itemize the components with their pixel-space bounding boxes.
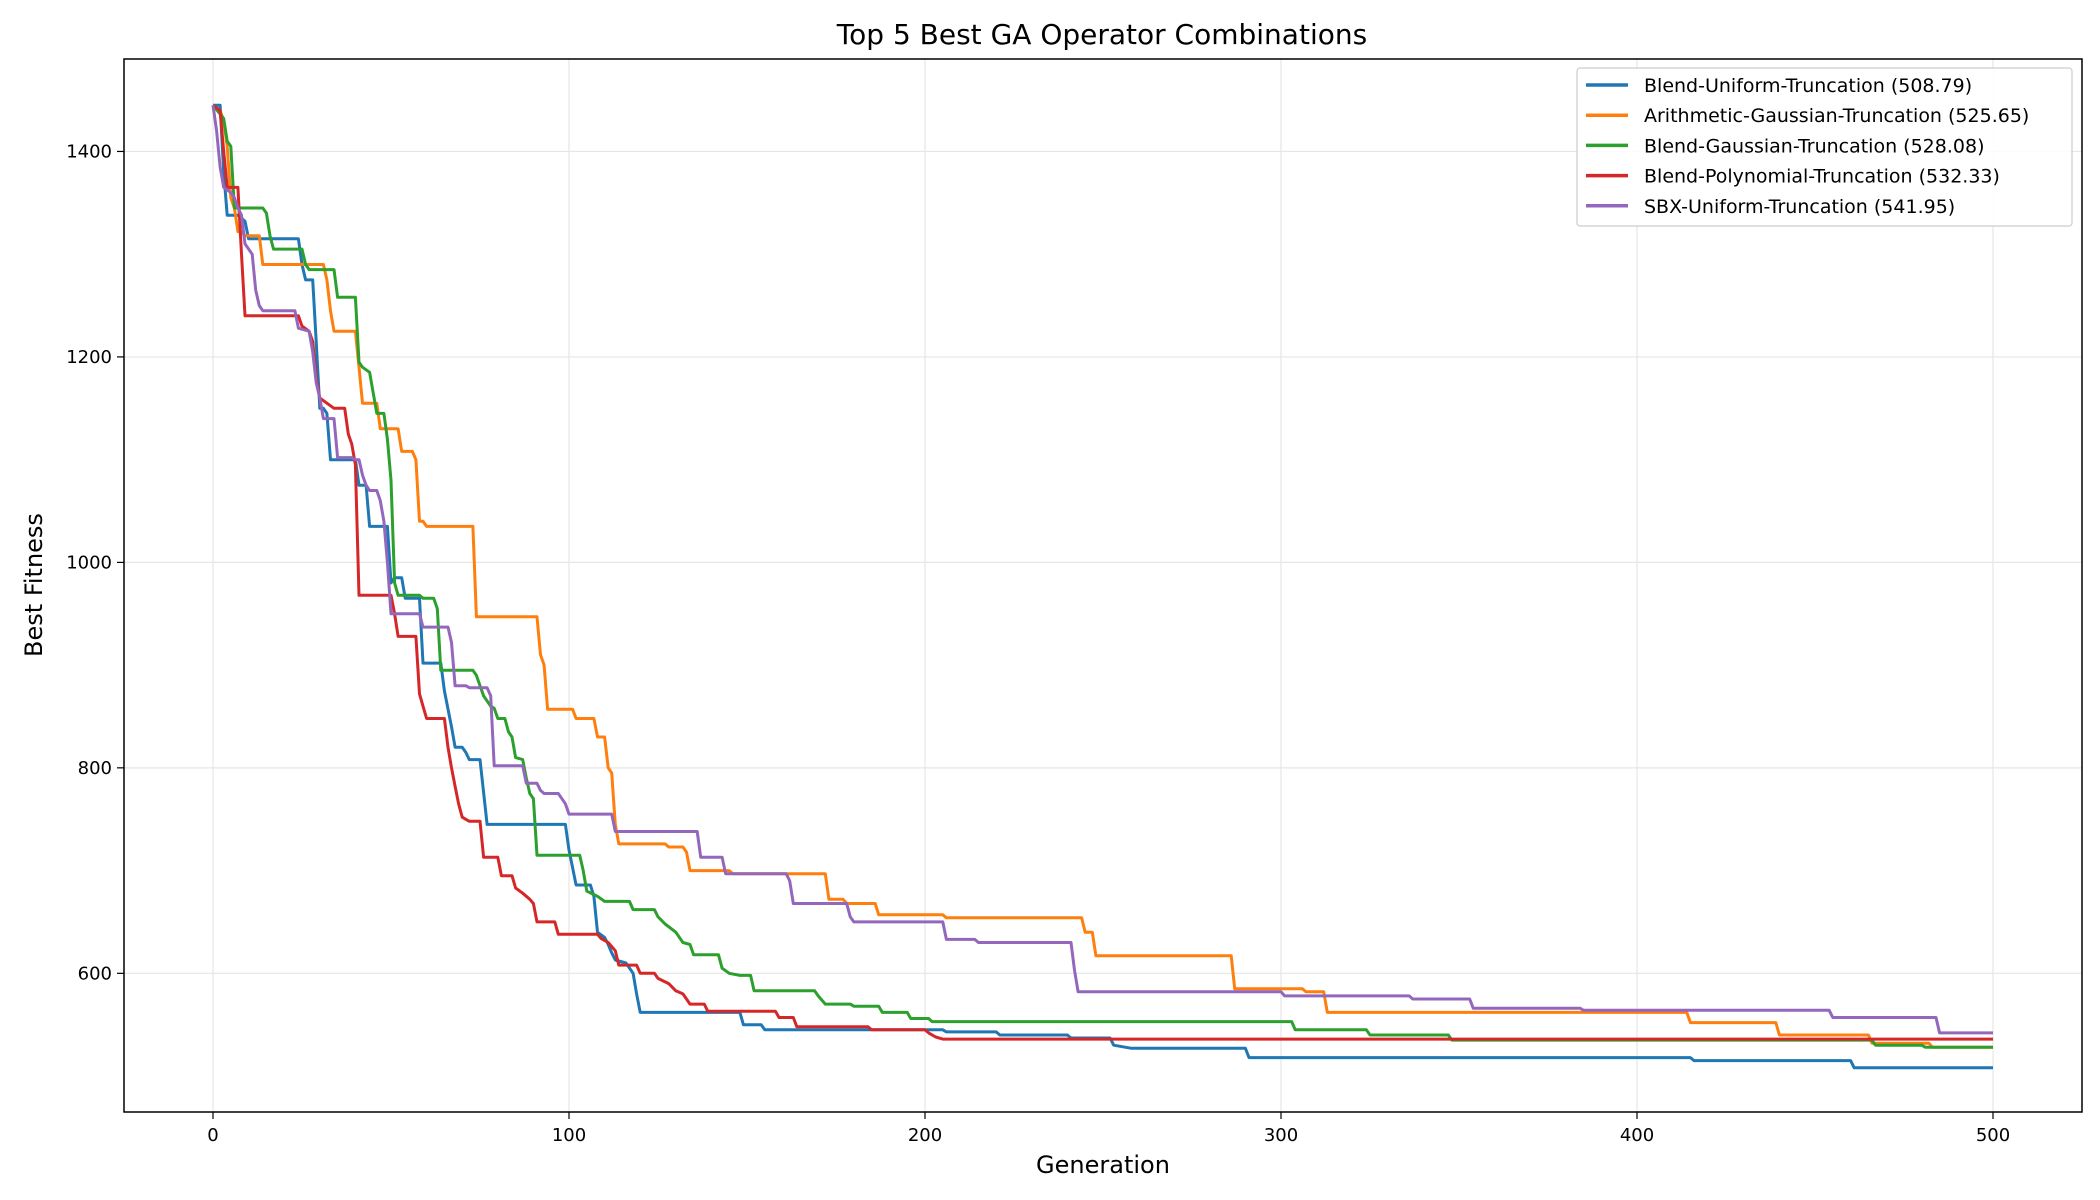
y-tick-label: 600 (78, 963, 112, 984)
series-line-2 (212, 103, 1993, 1049)
legend-label: Blend-Uniform-Truncation (508.79) (1644, 75, 1972, 97)
legend-box (1576, 67, 2073, 227)
legend-label: Arithmetic-Gaussian-Truncation (525.65) (1644, 105, 2029, 127)
x-axis-title: Generation (1036, 1151, 1170, 1179)
axis-ticks: 0 100 200 300 400 500 600 800 1000 1200 1400 (66, 141, 2010, 1146)
x-tick-label: 500 (1976, 1125, 2010, 1146)
legend-label: Blend-Polynomial-Truncation (532.33) (1644, 166, 2000, 188)
legend-label: SBX-Uniform-Truncation (541.95) (1644, 196, 1955, 218)
y-tick-label: 1200 (66, 347, 112, 368)
y-axis-title: Best Fitness (20, 513, 48, 657)
series-line-1 (213, 103, 1993, 1070)
series-line-3 (211, 104, 1993, 1049)
x-tick-label: 400 (1620, 1125, 1654, 1146)
y-tick-label: 1400 (66, 141, 112, 162)
x-tick-label: 100 (552, 1125, 586, 1146)
x-tick-label: 300 (1264, 1125, 1298, 1146)
y-tick-label: 1000 (66, 552, 112, 573)
legend-label: Blend-Gaussian-Truncation (528.08) (1644, 135, 1984, 157)
legend: Blend-Uniform-Truncation (508.79) Arithme… (1576, 67, 2073, 227)
y-tick-label: 800 (78, 758, 112, 779)
series-lines (211, 103, 1993, 1070)
plot-frame (123, 58, 2083, 1113)
chart-title: Top 5 Best GA Operator Combinations (836, 18, 1367, 51)
series-line-5 (211, 104, 1993, 1035)
x-tick-label: 200 (908, 1125, 942, 1146)
x-tick-label: 0 (207, 1125, 218, 1146)
